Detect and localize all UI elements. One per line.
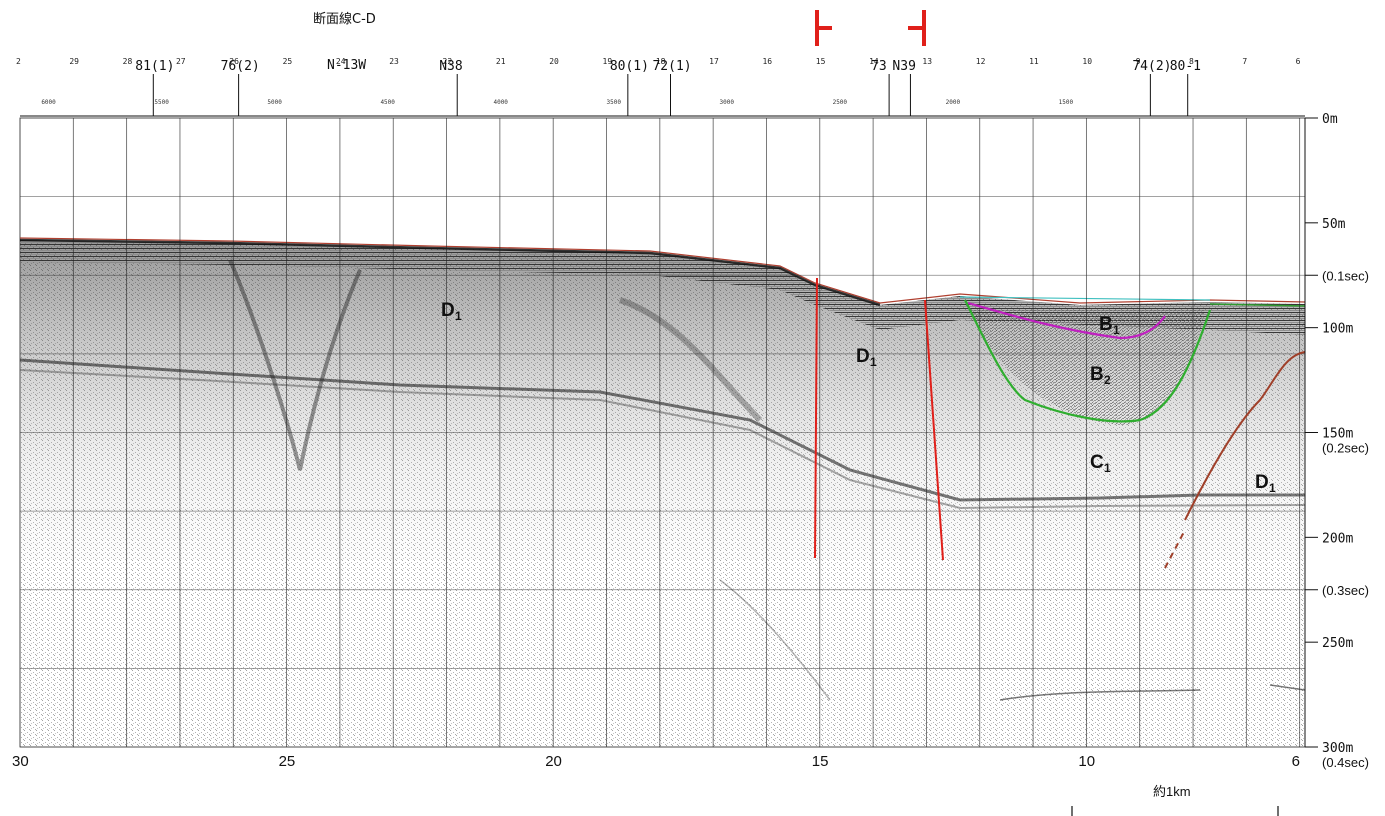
fix-number: 23 — [389, 57, 399, 66]
depth-label: 150m — [1322, 427, 1353, 442]
top-marker-label: 80(1) — [610, 59, 649, 74]
fix-number: 24 — [336, 57, 346, 66]
distance-label: 2500 — [833, 99, 848, 106]
scale-bar-label: 約1km — [1153, 784, 1191, 799]
fix-number: 12 — [976, 57, 986, 66]
fault-line-right — [924, 299, 944, 561]
svg-text:D: D — [441, 300, 455, 321]
fault-line-left — [814, 277, 818, 559]
fault-marker-left — [815, 10, 832, 46]
unit-label-b2: B 2 — [1090, 364, 1111, 387]
depth-label: 250m — [1322, 636, 1353, 651]
top-marker-label: N39 — [892, 59, 915, 74]
line-direction-label: N-13W — [327, 58, 366, 73]
right-fault-upper — [1184, 351, 1306, 521]
svg-text:D: D — [856, 346, 870, 367]
svg-text:1: 1 — [455, 309, 462, 323]
fix-number: 26 — [229, 57, 239, 66]
top-marker-row: 81(1) 76(2) N38 80(1) 72(1) 73 N39 74(2)80-1 — [135, 59, 1201, 116]
top-marker-label: 73 — [871, 59, 887, 74]
fix-number: 25 — [283, 57, 293, 66]
fix-number: 14 — [869, 57, 879, 66]
depth-axis: 0m 50m 100m 150m 200m 250m 300m (0.1sec) (0.2sec… — [1304, 112, 1369, 770]
fix-number: 18 — [656, 57, 666, 66]
fix-axis-bottom: 30 25 20 15 10 6 — [12, 753, 1300, 770]
svg-text:1: 1 — [1104, 461, 1111, 475]
fault-marker-right — [908, 10, 926, 46]
distance-label: 2000 — [946, 99, 961, 106]
seismic-record — [19, 237, 1306, 747]
fix-number: 17 — [709, 57, 719, 66]
depth-label: 100m — [1322, 322, 1353, 337]
unit-label-d1-upper-left: D 1 — [441, 300, 462, 323]
section-title: 断面線C-D — [313, 11, 376, 27]
unit-label-d1-right: D 1 — [1255, 472, 1276, 495]
depth-label: 200m — [1322, 531, 1353, 546]
x-axis-label: 20 — [545, 753, 562, 770]
x-axis-label: 30 — [12, 753, 29, 770]
svg-text:1: 1 — [1269, 481, 1276, 495]
x-axis-label: 25 — [279, 753, 296, 770]
time-label: (0.2sec) — [1322, 441, 1369, 456]
fix-number: 7 — [1242, 57, 1247, 66]
unit-label-b1: B 1 — [1099, 314, 1120, 337]
top-marker-label: 76(2) — [221, 59, 260, 74]
b2-boundary — [964, 299, 1212, 423]
right-fault-lower — [1164, 529, 1186, 569]
svg-text:B: B — [1090, 364, 1104, 385]
fix-number: 6 — [1296, 57, 1301, 66]
distance-label: 4000 — [493, 99, 508, 106]
top-marker-label: 81(1) — [135, 59, 174, 74]
fix-number: 8 — [1189, 57, 1194, 66]
fix-number: 13 — [922, 57, 932, 66]
fix-number: 2 — [16, 57, 21, 66]
distance-label: 4500 — [380, 99, 395, 106]
x-axis-label: 10 — [1078, 753, 1095, 770]
distance-label: 5000 — [267, 99, 282, 106]
fix-number: 10 — [1082, 57, 1092, 66]
distance-label-row: 6000 5500 5000 4500 4000 3500 3000 2500 2000 1500 — [41, 99, 1073, 106]
fix-number: 15 — [816, 57, 826, 66]
fix-number-row: 2 29 28 27 26 25 24 23 22 21 20 19 18 17 16 15 14 13 12 11 1… — [16, 57, 1301, 66]
fix-number: 20 — [549, 57, 559, 66]
top-marker-label: N38 — [439, 59, 462, 74]
depth-label: 50m — [1322, 217, 1346, 232]
time-label: (0.3sec) — [1322, 583, 1369, 598]
depth-label: 0m — [1322, 112, 1338, 127]
fix-number: 11 — [1029, 57, 1039, 66]
top-marker-label: 72(1) — [652, 59, 691, 74]
fix-number: 16 — [762, 57, 772, 66]
svg-text:1: 1 — [1113, 323, 1120, 337]
b1-boundary — [967, 301, 1166, 340]
distance-label: 1500 — [1059, 99, 1074, 106]
svg-text:2: 2 — [1104, 373, 1111, 387]
fix-number: 27 — [176, 57, 186, 66]
fix-number: 22 — [443, 57, 453, 66]
fix-number: 21 — [496, 57, 506, 66]
distance-label: 3000 — [720, 99, 735, 106]
time-label: (0.4sec) — [1322, 755, 1369, 770]
top-marker-label: 74(2) — [1132, 59, 1171, 74]
distance-label: 6000 — [41, 99, 56, 106]
depth-label: 300m — [1322, 741, 1353, 756]
x-axis-label: 6 — [1292, 753, 1300, 770]
svg-text:C: C — [1090, 452, 1104, 473]
unit-label-c1: C 1 — [1090, 452, 1111, 475]
svg-text:B: B — [1099, 314, 1113, 335]
fix-number: 9 — [1136, 57, 1141, 66]
unit-label-d1-center: D 1 — [856, 346, 877, 369]
fix-number: 19 — [603, 57, 613, 66]
x-axis-label: 15 — [812, 753, 829, 770]
profile-grid — [20, 118, 1305, 747]
distance-label: 3500 — [607, 99, 622, 106]
top-marker-label: 80-1 — [1170, 59, 1201, 74]
fix-number: 29 — [69, 57, 79, 66]
fix-number: 28 — [123, 57, 133, 66]
distance-label: 5500 — [154, 99, 169, 106]
time-label: (0.1sec) — [1322, 268, 1369, 283]
svg-text:1: 1 — [870, 355, 877, 369]
svg-text:D: D — [1255, 472, 1269, 493]
